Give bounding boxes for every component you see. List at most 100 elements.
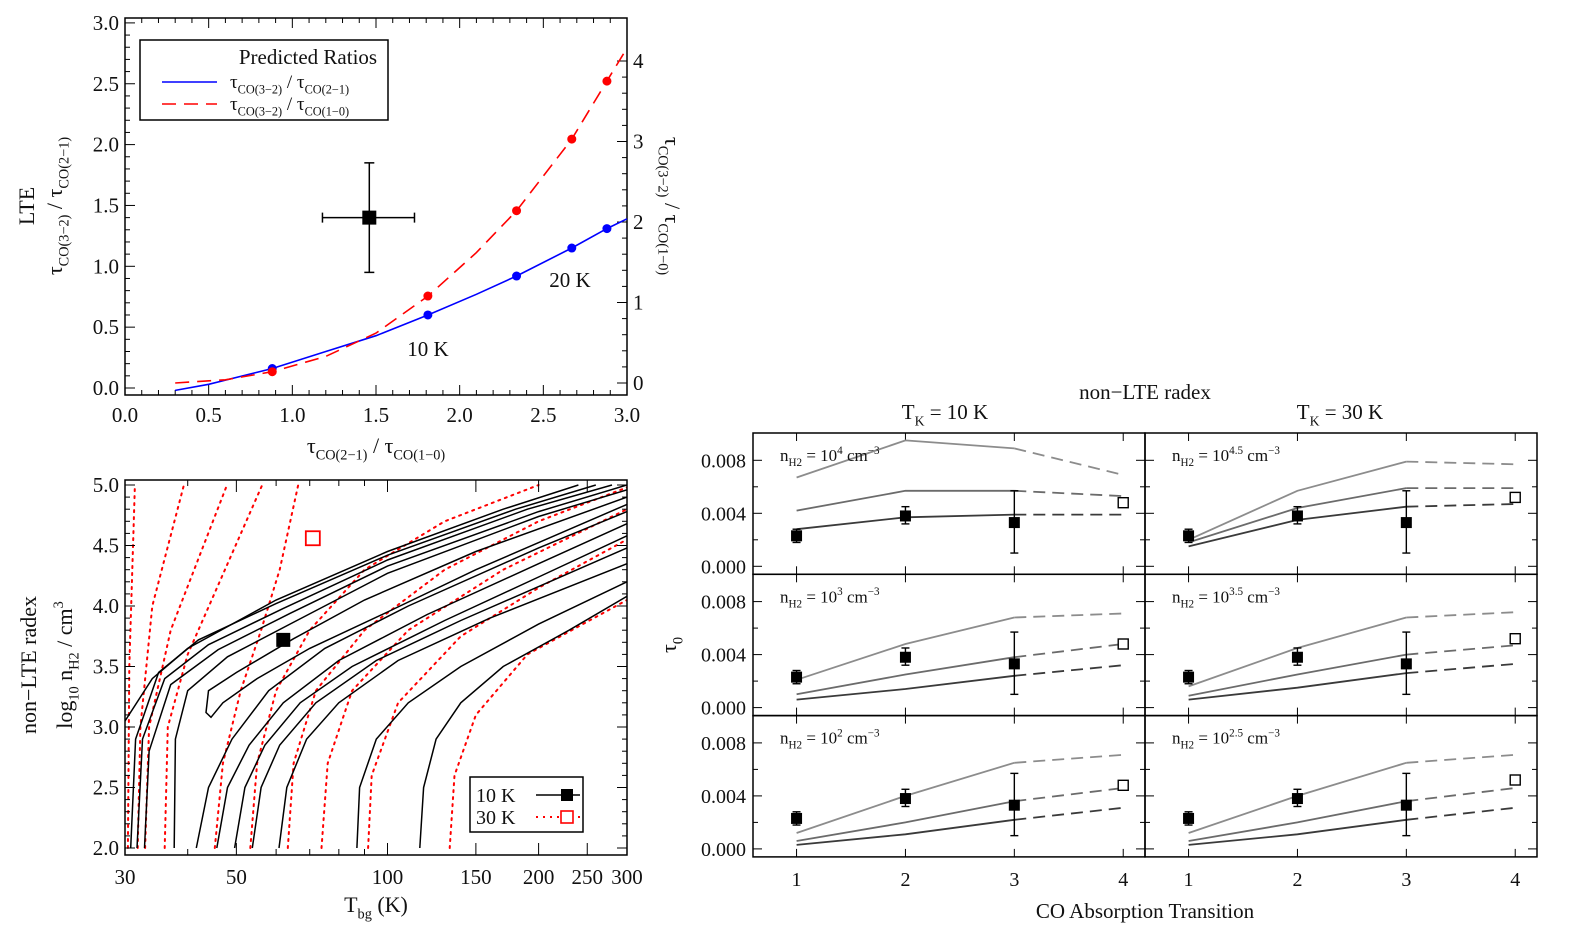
observed-point (1291, 510, 1303, 522)
label-segment: τ (42, 266, 67, 275)
upper-limit-point (1117, 779, 1129, 791)
label-segment: CO(2−1) (305, 83, 350, 97)
label-segment: / τ (282, 94, 305, 115)
observed-point (1183, 530, 1195, 542)
label-segment: −3 (1268, 727, 1280, 739)
x-tick-label: 2 (900, 869, 910, 891)
model-line-extrapolated (1014, 612, 1124, 619)
label-segment: H2 (1181, 457, 1195, 469)
contour-30k (286, 486, 627, 849)
y-tick-label: 0.000 (701, 839, 746, 861)
label-segment: / τ (282, 72, 305, 93)
legend-box (139, 39, 389, 121)
y2-tick-label: 1 (633, 291, 644, 315)
upper-limit-point (1509, 491, 1521, 504)
label-segment: CO(2−1) (57, 137, 73, 189)
contour-10k (129, 484, 597, 849)
model-line (796, 439, 1015, 479)
label-segment: CO(3−2) (654, 146, 670, 198)
label-segment: n (780, 729, 789, 748)
label-segment: −3 (868, 445, 880, 457)
contour-30k (136, 484, 185, 849)
x-tick-label: 2.0 (447, 403, 473, 427)
x-tick-label: 4 (1118, 869, 1128, 891)
row-label-lte: LTE (14, 187, 39, 225)
contour-10k (143, 484, 627, 849)
label-segment: H2 (789, 598, 803, 610)
legend-entry-label: 30 K (476, 807, 516, 829)
y-tick-label: 2.0 (93, 133, 119, 157)
subplot: 0.000 0.004 0.008 nH2 = 104 cm−3 (701, 432, 1146, 578)
label-segment: = 10 (1194, 587, 1229, 606)
y2-axis-label: τCO(3−2) / τCO(1−0) (654, 137, 685, 276)
label-segment: τ (307, 433, 316, 458)
series-marker-1 (567, 134, 577, 144)
x-tick-label: 50 (226, 865, 247, 889)
label-segment: n (1172, 587, 1181, 606)
label-segment: = 10 (1194, 729, 1229, 748)
observed-point (1400, 658, 1412, 670)
label-segment: 4 (837, 445, 843, 457)
label-segment: n (780, 446, 789, 465)
label-segment: −3 (1268, 445, 1280, 457)
label-segment: τ (656, 644, 681, 653)
label-segment: 2.5 (1229, 727, 1243, 739)
label-segment: = 30 K (1319, 400, 1383, 424)
label-segment: n (52, 670, 77, 687)
y-axis-label: τCO(3−2) / τCO(2−1) (42, 137, 73, 276)
x-tick-label: 3.0 (614, 403, 640, 427)
x-tick-label: 100 (372, 865, 404, 889)
observed-point (1183, 671, 1195, 683)
y2-tick-label: 2 (633, 210, 644, 234)
label-segment: cm (843, 446, 868, 465)
y2-tick-label: 4 (633, 49, 644, 73)
y-tick-label: 0.5 (93, 315, 119, 339)
observed-point (1008, 658, 1020, 670)
x-tick-label: 2 (1292, 869, 1302, 891)
model-line (796, 674, 1015, 701)
y-axis-label: log10 nH2 / cm3 (51, 601, 83, 729)
contour-10k (233, 535, 627, 849)
observed-point (899, 793, 911, 805)
x-tick-label: 30 (115, 865, 136, 889)
subplot: nH2 = 104.5 cm−3 (1144, 432, 1538, 576)
density-label: nH2 = 102 cm−3 (780, 727, 880, 751)
model-line-extrapolated (1014, 643, 1124, 659)
y-tick-label: 1.5 (93, 193, 119, 217)
label-segment: H2 (789, 457, 803, 469)
model-line (796, 800, 1015, 842)
contour-10k (125, 484, 579, 722)
upper-limit-point (1117, 638, 1129, 650)
label-segment: / τ (660, 197, 685, 223)
label-segment: 4.5 (1229, 445, 1243, 457)
x-tick-label: 4 (1510, 869, 1520, 891)
model-line-extrapolated (1406, 753, 1516, 764)
density-label: nH2 = 102.5 cm−3 (1172, 727, 1280, 751)
legend-marker (560, 810, 574, 824)
x-tick-label: 0.0 (112, 403, 138, 427)
x-tick-label: 300 (611, 865, 643, 889)
model-line-extrapolated (1406, 460, 1516, 466)
label-segment: CO(1−0) (654, 223, 670, 275)
label-segment: 3.5 (1229, 586, 1243, 598)
model-line-extrapolated (1406, 644, 1516, 656)
model-line-extrapolated (1014, 447, 1124, 476)
label-segment: τ (230, 94, 238, 115)
model-line-extrapolated (1014, 806, 1124, 821)
x-tick-label: 1.0 (279, 403, 305, 427)
y-tick-label: 2.5 (93, 72, 119, 96)
label-segment: 3 (837, 586, 843, 598)
label-segment: cm (843, 587, 868, 606)
x-tick-label: 0.5 (196, 403, 222, 427)
y2-tick-label: 0 (633, 371, 644, 395)
label-segment: bg (358, 907, 372, 923)
label-segment: CO(3−2) (238, 83, 283, 97)
contour-30k (213, 484, 300, 849)
upper-limit-point (1117, 497, 1129, 509)
model-line-extrapolated (1014, 787, 1124, 803)
y-tick-label: 1.0 (93, 254, 119, 278)
contour-10k (136, 484, 613, 849)
